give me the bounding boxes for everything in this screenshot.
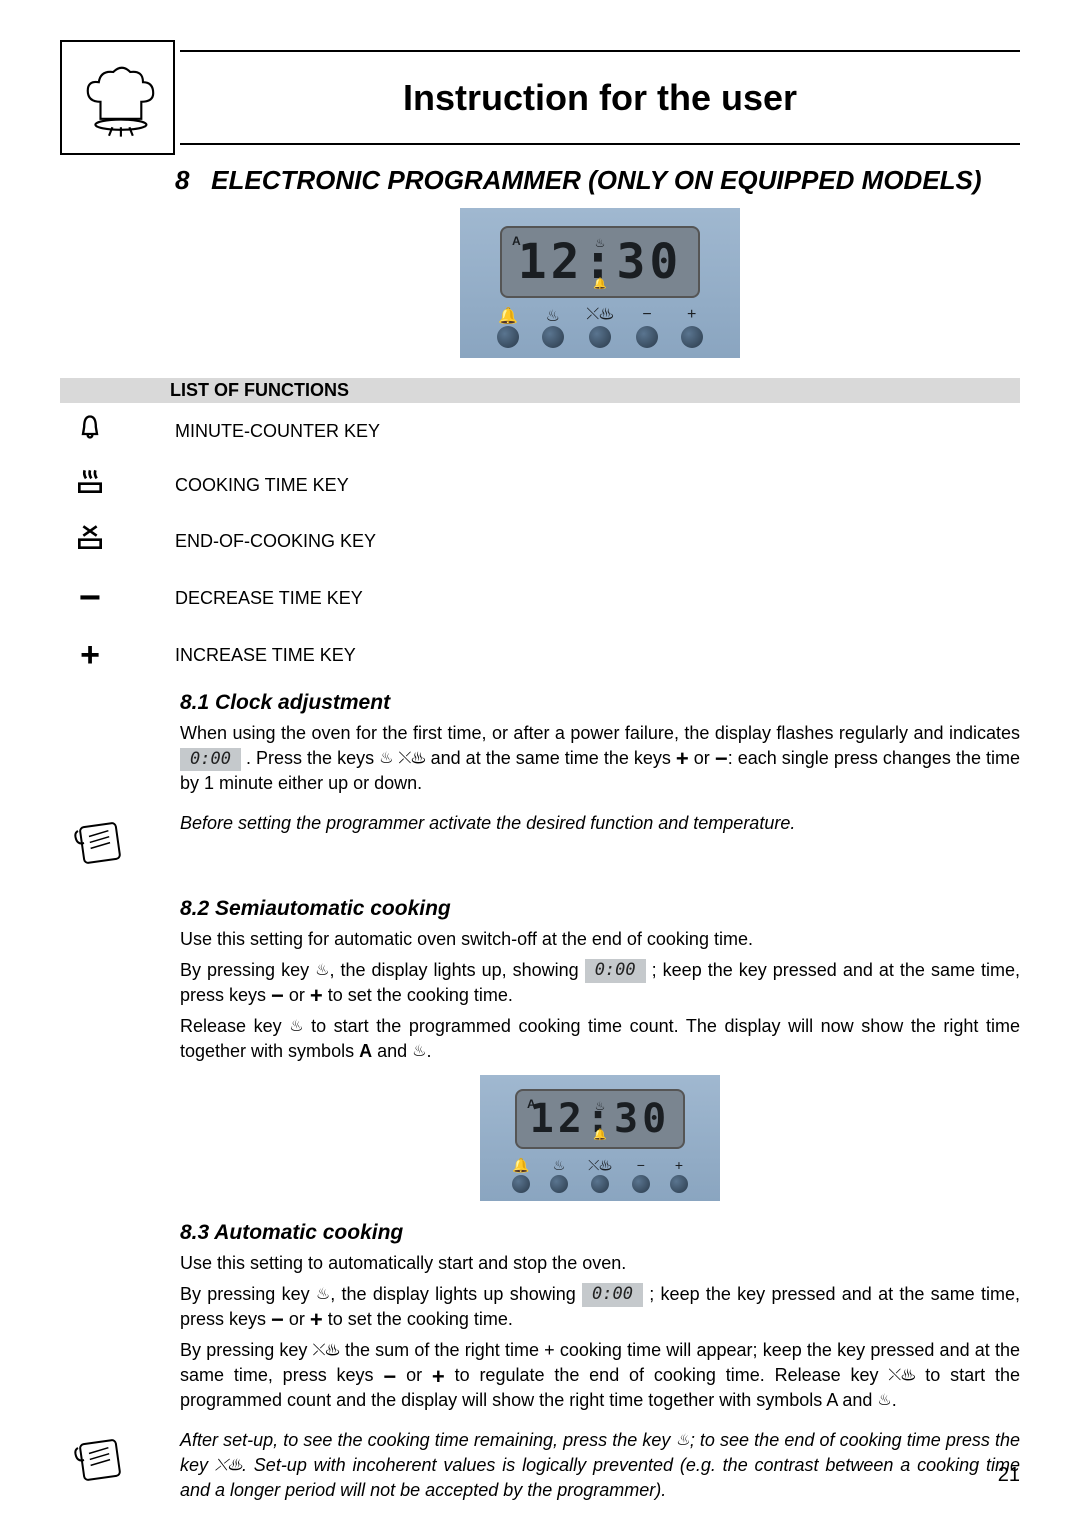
function-label: DECREASE TIME KEY: [175, 588, 363, 609]
minus-icon: −: [65, 577, 115, 620]
programmer-panel: A ♨ 12:30 🔔 🔔 ♨ ⤬♨ − +: [460, 208, 740, 358]
inline-lcd: 0:00: [582, 1283, 643, 1307]
pot-icon: ♨: [379, 748, 393, 770]
section-title: ELECTRONIC PROGRAMMER (ONLY ON EQUIPPED …: [211, 165, 981, 195]
pot-cross-icon: [65, 521, 115, 561]
main-content: 8 ELECTRONIC PROGRAMMER (ONLY ON EQUIPPE…: [60, 165, 1020, 1503]
lcd-display: A ♨ 12:30 🔔: [515, 1089, 685, 1149]
chef-hat-svg: [75, 55, 160, 140]
note-icon: [60, 811, 140, 883]
pot-icon: ♨: [412, 1041, 426, 1063]
note-block: Before setting the programmer activate t…: [60, 811, 1020, 883]
body-paragraph: Use this setting for automatic oven swit…: [180, 927, 1020, 952]
function-label: INCREASE TIME KEY: [175, 645, 356, 666]
inline-lcd: 0:00: [180, 748, 241, 772]
plus-icon: +: [310, 1309, 323, 1331]
function-row: − DECREASE TIME KEY: [65, 577, 1020, 620]
knob-cook: ♨: [542, 306, 564, 348]
body-paragraph: By pressing key ⤬♨ the sum of the right …: [180, 1338, 1020, 1414]
programmer-panel-figure-2: A ♨ 12:30 🔔 🔔 ♨ ⤬♨ − +: [180, 1075, 1020, 1201]
functions-header: LIST OF FUNCTIONS: [60, 378, 1020, 403]
knob-end: ⤬♨: [586, 306, 613, 348]
pot-icon: ♨: [289, 1016, 303, 1038]
subsection-heading: 8.1 Clock adjustment: [180, 691, 1020, 715]
pot-icon: ♨: [675, 1430, 689, 1452]
function-row: MINUTE-COUNTER KEY: [65, 413, 1020, 449]
function-label: COOKING TIME KEY: [175, 475, 349, 496]
section-heading: 8 ELECTRONIC PROGRAMMER (ONLY ON EQUIPPE…: [175, 165, 1020, 196]
function-row: END-OF-COOKING KEY: [65, 521, 1020, 561]
header-rule-bottom: [180, 143, 1020, 145]
subsection-heading: 8.3 Automatic cooking: [180, 1221, 1020, 1245]
minus-icon: −: [715, 748, 728, 770]
page-title: Instruction for the user: [180, 50, 1020, 145]
knob-minus: −: [636, 306, 658, 348]
knob-plus: +: [670, 1157, 688, 1193]
function-label: END-OF-COOKING KEY: [175, 531, 376, 552]
plus-icon: +: [676, 748, 689, 770]
plus-icon: +: [310, 985, 323, 1007]
pot-cross-icon: ⤬♨: [215, 1455, 242, 1477]
knob-dot: [636, 326, 658, 348]
lcd-bell-icon: 🔔: [593, 277, 607, 290]
page-number: 21: [998, 1464, 1020, 1487]
body-paragraph: By pressing key ♨, the display lights up…: [180, 1282, 1020, 1332]
body-paragraph: Use this setting to automatically start …: [180, 1251, 1020, 1276]
inline-lcd: 0:00: [585, 959, 646, 983]
chef-hat-icon: [60, 40, 175, 155]
minus-icon: −: [271, 1309, 284, 1331]
knob-cook: ♨: [550, 1157, 568, 1193]
note-block: After set-up, to see the cooking time re…: [60, 1428, 1020, 1504]
page-header: Instruction for the user: [60, 50, 1020, 145]
body-paragraph: By pressing key ♨, the display lights up…: [180, 958, 1020, 1008]
minus-icon: −: [383, 1366, 396, 1388]
minus-icon: −: [271, 985, 284, 1007]
lcd-symbol-a: A: [512, 234, 521, 248]
pot-cross-icon: ⤬♨: [398, 748, 425, 770]
knob-row: 🔔 ♨ ⤬♨ − +: [482, 306, 718, 348]
section-number: 8: [175, 165, 189, 195]
knob-dot: [589, 326, 611, 348]
lcd-display: A ♨ 12:30 🔔: [500, 226, 700, 298]
function-label: MINUTE-COUNTER KEY: [175, 421, 380, 442]
knob-end: ⤬♨: [588, 1157, 612, 1193]
subsection-heading: 8.2 Semiautomatic cooking: [180, 897, 1020, 921]
pot-icon: ♨: [877, 1390, 891, 1412]
bell-icon: [65, 413, 115, 449]
body-paragraph: When using the oven for the first time, …: [180, 721, 1020, 797]
pot-icon: [65, 465, 115, 505]
lcd-pot-icon: ♨: [595, 236, 606, 250]
lcd-pot-icon: ♨: [595, 1099, 606, 1113]
knob-dot: [542, 326, 564, 348]
note-text: Before setting the programmer activate t…: [140, 811, 795, 836]
plus-icon: +: [65, 636, 115, 675]
knob-minute: 🔔: [512, 1157, 530, 1193]
note-text: After set-up, to see the cooking time re…: [140, 1428, 1020, 1504]
lcd-bell-icon: 🔔: [593, 1128, 607, 1141]
plus-icon: +: [432, 1366, 445, 1388]
note-icon: [60, 1428, 140, 1500]
pot-icon: ♨: [316, 1284, 330, 1306]
knob-minute: 🔔: [497, 306, 519, 348]
knob-dot: [497, 326, 519, 348]
pot-cross-icon: ⤬♨: [888, 1365, 915, 1387]
body-paragraph: Release key ♨ to start the programmed co…: [180, 1014, 1020, 1064]
knob-minus: −: [632, 1157, 650, 1193]
knob-row: 🔔 ♨ ⤬♨ − +: [498, 1157, 702, 1193]
programmer-panel-figure: A ♨ 12:30 🔔 🔔 ♨ ⤬♨ − +: [180, 208, 1020, 358]
knob-plus: +: [681, 306, 703, 348]
lcd-symbol-a: A: [527, 1097, 536, 1111]
programmer-panel: A ♨ 12:30 🔔 🔔 ♨ ⤬♨ − +: [480, 1075, 720, 1201]
function-row: COOKING TIME KEY: [65, 465, 1020, 505]
pot-cross-icon: ⤬♨: [313, 1340, 340, 1362]
function-row: + INCREASE TIME KEY: [65, 636, 1020, 675]
pot-icon: ♨: [315, 960, 329, 982]
knob-dot: [681, 326, 703, 348]
